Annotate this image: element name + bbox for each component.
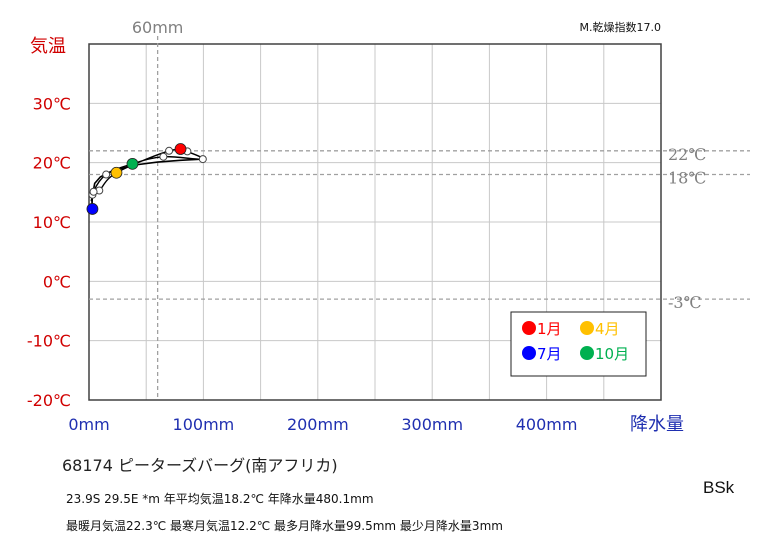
x-tick-label: 300mm	[401, 415, 463, 434]
x-tick-label: 400mm	[516, 415, 578, 434]
month-point	[89, 187, 98, 196]
legend-marker	[580, 321, 594, 335]
month-point	[102, 170, 111, 179]
legend-marker	[580, 346, 594, 360]
y-axis-title: 気温	[30, 36, 66, 57]
y-tick-label: 0℃	[43, 272, 71, 291]
trend-curve	[90, 158, 204, 202]
station-title: 68174 ピーターズバーグ(南アフリカ)	[62, 456, 338, 475]
legend-label: 4月	[595, 320, 620, 338]
station-info-line2: 最暖月気温22.3℃ 最寒月気温12.2℃ 最多月降水量99.5mm 最少月降水…	[66, 519, 503, 533]
y-tick-label: -10℃	[27, 332, 71, 351]
monthly-loop-line	[91, 148, 204, 210]
reference-label-temperature: 18℃	[668, 169, 706, 188]
month-point	[198, 155, 207, 164]
y-tick-label: 10℃	[33, 213, 71, 232]
aridity-index-label: M.乾燥指数17.0	[580, 20, 661, 34]
x-tick-label: 200mm	[287, 415, 349, 434]
x-tick-label: 100mm	[173, 415, 235, 434]
legend-label: 1月	[537, 320, 562, 338]
climate-code: BSk	[703, 478, 735, 497]
legend-marker	[522, 321, 536, 335]
reference-label-precipitation: 60mm	[132, 18, 184, 37]
month-point-highlight	[110, 166, 123, 179]
month-point	[159, 152, 168, 161]
plot-frame	[88, 43, 662, 401]
legend-marker	[522, 346, 536, 360]
y-tick-label: 20℃	[33, 154, 71, 173]
x-axis-title: 降水量	[630, 414, 684, 435]
x-tick-label: 0mm	[68, 415, 109, 434]
reference-label-temperature: 22℃	[668, 145, 706, 164]
month-point-highlight	[86, 203, 99, 215]
month-point-highlight	[174, 143, 187, 155]
legend-label: 7月	[537, 345, 562, 363]
reference-label-temperature: -3℃	[668, 293, 701, 312]
month-point	[165, 146, 174, 155]
month-point-highlight	[126, 157, 139, 170]
station-info-line1: 23.9S 29.5E *m 年平均気温18.2℃ 年降水量480.1mm	[66, 492, 374, 506]
y-tick-label: 30℃	[33, 94, 71, 113]
legend-label: 10月	[595, 345, 629, 363]
y-tick-label: -20℃	[27, 391, 71, 410]
